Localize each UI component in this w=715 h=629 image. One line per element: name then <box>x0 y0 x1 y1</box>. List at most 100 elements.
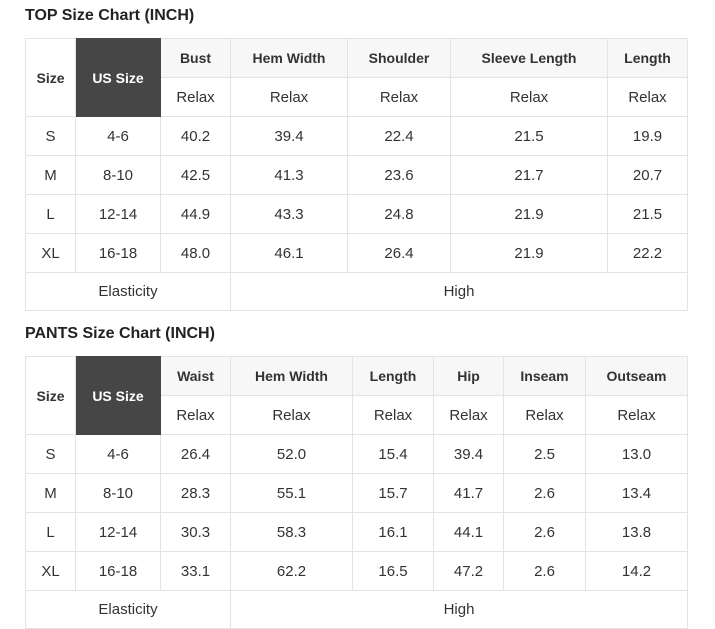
measure-value-cell: 2.6 <box>503 473 586 514</box>
size-chart-table: Size US Size Waist Hem Width Length Hip Inseam… <box>25 356 688 629</box>
measure-value-cell: 16.5 <box>352 551 434 592</box>
measure-value-cell: 26.4 <box>347 233 451 274</box>
size-cell: L <box>25 194 76 235</box>
us-size-cell: 12-14 <box>75 512 161 553</box>
size-row-m: M 8-10 42.5 41.3 23.6 21.7 20.7 <box>25 155 688 196</box>
measure-value-cell: 41.3 <box>230 155 348 196</box>
fit-type-cell: Relax <box>450 77 608 118</box>
measure-value-cell: 39.4 <box>433 434 504 475</box>
elasticity-label-cell: Elasticity <box>25 272 231 312</box>
measure-value-cell: 41.7 <box>433 473 504 514</box>
fit-type-cell: Relax <box>230 77 348 118</box>
fit-type-cell: Relax <box>160 77 231 118</box>
size-chart-table: Size US Size Bust Hem Width Shoulder Sleeve L… <box>25 38 688 312</box>
measure-value-cell: 58.3 <box>230 512 353 553</box>
measure-column-header: Hem Width <box>230 38 348 79</box>
measure-value-cell: 43.3 <box>230 194 348 235</box>
measure-value-cell: 22.2 <box>607 233 688 274</box>
measure-value-cell: 40.2 <box>160 116 231 157</box>
fit-type-cell: Relax <box>352 395 434 436</box>
measure-value-cell: 44.1 <box>433 512 504 553</box>
fit-row: Relax Relax Relax Relax Relax Relax <box>26 395 688 436</box>
measure-value-cell: 13.4 <box>585 473 688 514</box>
size-column-header: Size <box>25 38 76 118</box>
size-row-xl: XL 16-18 48.0 46.1 26.4 21.9 22.2 <box>25 233 688 274</box>
us-size-column-header: US Size <box>75 38 161 118</box>
us-size-column-header: US Size <box>75 356 161 436</box>
measure-value-cell: 21.5 <box>450 116 608 157</box>
chart-title: TOP Size Chart (INCH) <box>25 7 195 24</box>
measure-value-cell: 22.4 <box>347 116 451 157</box>
size-column-header: Size <box>25 356 76 436</box>
measure-value-cell: 13.0 <box>585 434 688 475</box>
measure-column-header: Inseam <box>503 356 586 397</box>
size-cell: S <box>25 116 76 157</box>
size-cell: XL <box>25 233 76 274</box>
elasticity-label-cell: Elasticity <box>25 590 231 629</box>
measure-column-header: Outseam <box>585 356 688 397</box>
measure-value-cell: 48.0 <box>160 233 231 274</box>
measure-value-cell: 16.1 <box>352 512 434 553</box>
us-size-cell: 16-18 <box>75 551 161 592</box>
measure-value-cell: 15.4 <box>352 434 434 475</box>
measure-value-cell: 15.7 <box>352 473 434 514</box>
size-row-xl: XL 16-18 33.1 62.2 16.5 47.2 2.6 14.2 <box>25 551 688 592</box>
measure-value-cell: 52.0 <box>230 434 353 475</box>
fit-type-cell: Relax <box>160 395 231 436</box>
measure-value-cell: 21.9 <box>450 194 608 235</box>
measure-value-cell: 44.9 <box>160 194 231 235</box>
measure-column-header: Shoulder <box>347 38 451 79</box>
size-row-s: S 4-6 40.2 39.4 22.4 21.5 19.9 <box>25 116 688 157</box>
us-size-cell: 8-10 <box>75 473 161 514</box>
measure-value-cell: 13.8 <box>585 512 688 553</box>
measure-column-header: Sleeve Length <box>450 38 608 79</box>
chart-title: PANTS Size Chart (INCH) <box>25 325 215 343</box>
size-cell: M <box>25 473 76 514</box>
us-size-cell: 12-14 <box>75 194 161 235</box>
measure-value-cell: 21.7 <box>450 155 608 196</box>
measure-value-cell: 2.6 <box>503 551 586 592</box>
measure-value-cell: 14.2 <box>585 551 688 592</box>
size-cell: S <box>25 434 76 475</box>
elasticity-row: Elasticity High <box>25 590 688 629</box>
measure-value-cell: 2.5 <box>503 434 586 475</box>
fit-type-cell: Relax <box>230 395 353 436</box>
measure-value-cell: 62.2 <box>230 551 353 592</box>
measure-value-cell: 30.3 <box>160 512 231 553</box>
measure-column-header: Hip <box>433 356 504 397</box>
measure-value-cell: 42.5 <box>160 155 231 196</box>
measure-column-header: Bust <box>160 38 231 79</box>
measure-value-cell: 20.7 <box>607 155 688 196</box>
size-cell: L <box>25 512 76 553</box>
size-row-l: L 12-14 44.9 43.3 24.8 21.9 21.5 <box>25 194 688 235</box>
fit-type-cell: Relax <box>503 395 586 436</box>
us-size-cell: 16-18 <box>75 233 161 274</box>
measure-value-cell: 19.9 <box>607 116 688 157</box>
measure-column-header: Length <box>607 38 688 79</box>
measure-column-header: Length <box>352 356 434 397</box>
fit-type-cell: Relax <box>347 77 451 118</box>
header-row: Size US Size Waist Hem Width Length Hip Inseam… <box>25 356 688 436</box>
header-row: Size US Size Bust Hem Width Shoulder Sleeve L… <box>25 38 688 118</box>
size-row-s: S 4-6 26.4 52.0 15.4 39.4 2.5 13.0 <box>25 434 688 475</box>
fit-row: Relax Relax Relax Relax Relax <box>26 77 688 118</box>
elasticity-value-cell: High <box>230 590 688 629</box>
measure-column-header: Waist <box>160 356 231 397</box>
measure-column-header: Hem Width <box>230 356 353 397</box>
measure-value-cell: 39.4 <box>230 116 348 157</box>
measure-value-cell: 28.3 <box>160 473 231 514</box>
measure-value-cell: 23.6 <box>347 155 451 196</box>
measure-value-cell: 21.5 <box>607 194 688 235</box>
measure-value-cell: 24.8 <box>347 194 451 235</box>
us-size-cell: 8-10 <box>75 155 161 196</box>
us-size-cell: 4-6 <box>75 434 161 475</box>
measure-value-cell: 33.1 <box>160 551 231 592</box>
size-cell: M <box>25 155 76 196</box>
measure-value-cell: 47.2 <box>433 551 504 592</box>
measure-value-cell: 2.6 <box>503 512 586 553</box>
measure-value-cell: 21.9 <box>450 233 608 274</box>
measure-value-cell: 26.4 <box>160 434 231 475</box>
us-size-cell: 4-6 <box>75 116 161 157</box>
size-row-l: L 12-14 30.3 58.3 16.1 44.1 2.6 13.8 <box>25 512 688 553</box>
size-row-m: M 8-10 28.3 55.1 15.7 41.7 2.6 13.4 <box>25 473 688 514</box>
